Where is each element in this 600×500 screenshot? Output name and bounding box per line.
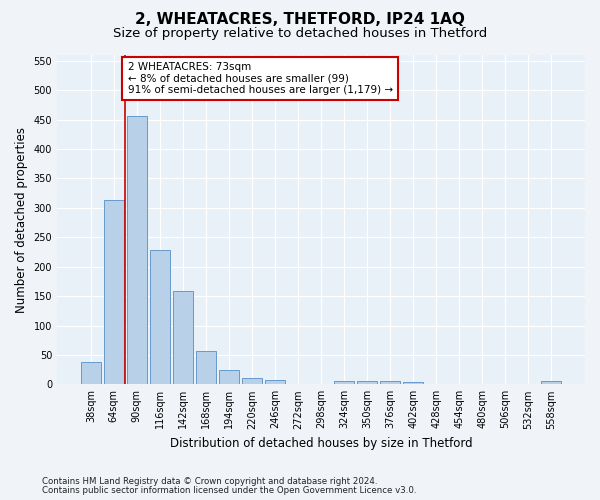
- Bar: [81, 362, 101, 384]
- Bar: [265, 380, 285, 384]
- Bar: [127, 116, 146, 384]
- Bar: [196, 351, 216, 384]
- X-axis label: Distribution of detached houses by size in Thetford: Distribution of detached houses by size …: [170, 437, 472, 450]
- Text: Size of property relative to detached houses in Thetford: Size of property relative to detached ho…: [113, 28, 487, 40]
- Bar: [242, 378, 262, 384]
- Bar: [104, 200, 124, 384]
- Bar: [403, 382, 423, 384]
- Bar: [380, 382, 400, 384]
- Y-axis label: Number of detached properties: Number of detached properties: [15, 126, 28, 312]
- Bar: [334, 382, 354, 384]
- Bar: [219, 370, 239, 384]
- Text: Contains public sector information licensed under the Open Government Licence v3: Contains public sector information licen…: [42, 486, 416, 495]
- Text: 2 WHEATACRES: 73sqm
← 8% of detached houses are smaller (99)
91% of semi-detache: 2 WHEATACRES: 73sqm ← 8% of detached hou…: [128, 62, 393, 96]
- Bar: [173, 292, 193, 384]
- Bar: [541, 382, 561, 384]
- Text: Contains HM Land Registry data © Crown copyright and database right 2024.: Contains HM Land Registry data © Crown c…: [42, 477, 377, 486]
- Bar: [150, 250, 170, 384]
- Text: 2, WHEATACRES, THETFORD, IP24 1AQ: 2, WHEATACRES, THETFORD, IP24 1AQ: [135, 12, 465, 28]
- Bar: [357, 381, 377, 384]
